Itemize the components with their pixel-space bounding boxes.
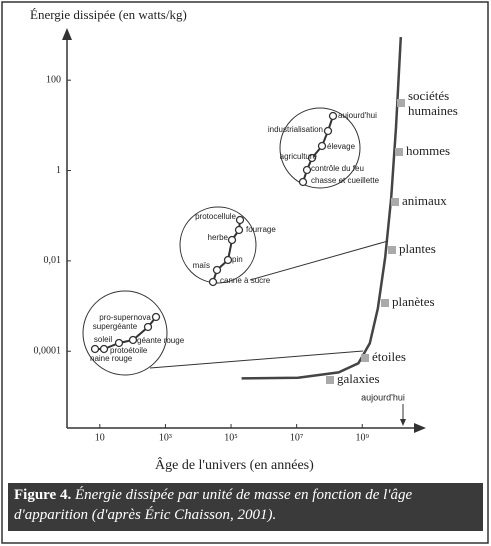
milestone-label: plantes bbox=[399, 241, 436, 256]
inset-node bbox=[223, 255, 233, 265]
inset-node bbox=[143, 322, 153, 332]
milestone-marker bbox=[361, 354, 369, 362]
x-arrow bbox=[414, 423, 426, 433]
today-arrowhead bbox=[400, 419, 406, 426]
inset-node bbox=[234, 225, 244, 235]
today-label: aujourd'hui bbox=[361, 392, 405, 402]
inset-node bbox=[302, 165, 312, 175]
milestone-label: sociétés bbox=[408, 88, 449, 103]
inset-label: agriculture bbox=[280, 152, 318, 161]
inset-node bbox=[151, 312, 161, 322]
inset-label: industrialisation bbox=[268, 125, 323, 134]
x-tick-label: 10 bbox=[95, 432, 105, 443]
inset-node bbox=[298, 177, 308, 187]
milestone-label: animaux bbox=[402, 193, 447, 208]
inset-node bbox=[317, 141, 327, 151]
inset-label: canne à sucre bbox=[220, 276, 271, 285]
inset-label: herbe bbox=[208, 233, 229, 242]
milestone-marker bbox=[391, 198, 399, 206]
x-tick-label: 10⁹ bbox=[356, 432, 370, 443]
milestone-marker bbox=[395, 148, 403, 156]
milestone-marker bbox=[397, 99, 405, 107]
inset-node bbox=[323, 126, 333, 136]
inset-label: fourrage bbox=[246, 225, 276, 234]
caption: Figure 4. Énergie dissipée par unité de … bbox=[14, 485, 479, 525]
inset-label: élevage bbox=[327, 142, 356, 151]
inset-node bbox=[99, 344, 109, 354]
inset-label: géante rouge bbox=[137, 336, 185, 345]
inset-label: aujourd'hui bbox=[338, 111, 377, 120]
y-axis-label: Énergie dissipée (en watts/kg) bbox=[30, 7, 187, 22]
milestone-marker bbox=[381, 299, 389, 307]
y-tick-label: 1 bbox=[56, 165, 61, 176]
inset-node bbox=[128, 335, 138, 345]
inset-label: pin bbox=[232, 255, 243, 264]
inset-label: supergéante bbox=[93, 322, 138, 331]
x-axis-label: Âge de l'univers (en années) bbox=[155, 456, 314, 473]
caption-bar bbox=[8, 483, 483, 531]
milestone-marker bbox=[326, 376, 334, 384]
milestone-label: étoiles bbox=[372, 349, 406, 364]
caption-label: Figure 4. bbox=[14, 487, 72, 503]
inset-label: protocellule bbox=[195, 212, 236, 221]
x-tick-label: 10⁷ bbox=[290, 432, 304, 443]
y-tick-label: 0,01 bbox=[44, 255, 62, 266]
inset-label: naine rouge bbox=[90, 354, 133, 363]
inset-node bbox=[208, 277, 218, 287]
inset-node bbox=[114, 338, 124, 348]
connector bbox=[149, 350, 364, 369]
inset-node bbox=[307, 153, 317, 163]
y-tick-label: 100 bbox=[46, 74, 61, 85]
milestone-marker bbox=[388, 246, 396, 254]
x-tick-label: 10³ bbox=[159, 432, 172, 443]
caption-text: Énergie dissipée par unité de masse en f… bbox=[14, 487, 413, 523]
milestone-label: galaxies bbox=[337, 371, 380, 386]
milestone-label: humaines bbox=[408, 103, 458, 118]
inset-node bbox=[227, 235, 237, 245]
inset-label: pro-supernova bbox=[99, 313, 151, 322]
inset-label: chasse et cueillette bbox=[311, 176, 380, 185]
milestone-label: hommes bbox=[406, 143, 450, 158]
inset-label: soleil bbox=[94, 335, 112, 344]
connector bbox=[249, 240, 389, 281]
inset-label: protoétoile bbox=[110, 346, 148, 355]
inset-node bbox=[90, 344, 100, 354]
inset-node bbox=[212, 265, 222, 275]
inset-circle bbox=[279, 107, 361, 189]
y-arrow bbox=[62, 28, 72, 40]
curve bbox=[241, 37, 403, 380]
inset-label: contrôle du feu bbox=[311, 164, 364, 173]
inset-node bbox=[235, 215, 245, 225]
inset-circle bbox=[179, 206, 257, 284]
inset-label: maïs bbox=[193, 261, 210, 270]
inset-node bbox=[328, 111, 338, 121]
inset-circle bbox=[82, 290, 168, 376]
x-tick-label: 10⁵ bbox=[224, 432, 238, 443]
caption-box: Figure 4. Énergie dissipée par unité de … bbox=[14, 485, 479, 525]
y-tick-label: 0,0001 bbox=[34, 346, 62, 357]
milestone-label: planètes bbox=[392, 294, 435, 309]
